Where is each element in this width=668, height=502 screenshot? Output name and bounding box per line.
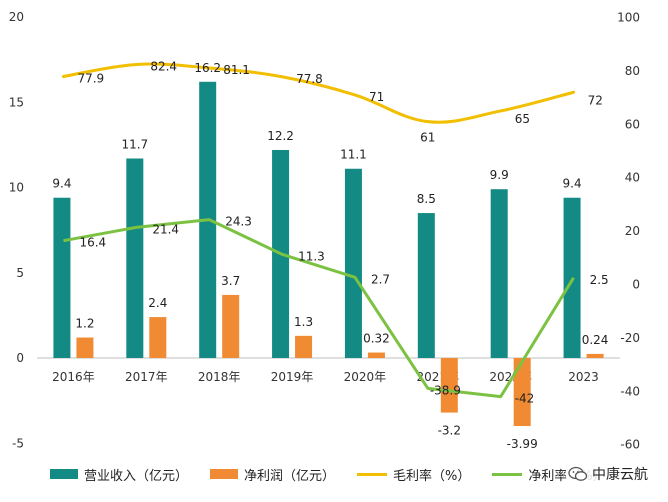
net-profit-bar-label: 0.24 bbox=[582, 333, 609, 347]
legend-swatch-gross-margin bbox=[357, 473, 387, 476]
gross-margin-point-label: 71 bbox=[369, 90, 384, 104]
legend-label-gross-margin: 毛利率（%） bbox=[393, 465, 470, 484]
right-axis-tick-label: -20 bbox=[620, 331, 640, 345]
revenue-bar-label: 11.7 bbox=[121, 138, 148, 152]
revenue-bar-label: 9.9 bbox=[490, 168, 509, 182]
x-axis-category-label: 2019年 bbox=[271, 370, 314, 384]
revenue-bar bbox=[418, 213, 435, 358]
legend-swatch-revenue bbox=[50, 469, 78, 479]
revenue-bar-label: 8.5 bbox=[417, 192, 436, 206]
net-profit-bar-label: 2.4 bbox=[148, 296, 167, 310]
net-profit-bar-label: 1.2 bbox=[75, 317, 94, 331]
right-axis-tick-label: 100 bbox=[617, 11, 640, 25]
right-axis-tick-label: 60 bbox=[625, 117, 640, 131]
left-axis-tick-label: 15 bbox=[9, 95, 24, 109]
left-axis-tick-label: 10 bbox=[9, 181, 24, 195]
net-profit-bar-label: -3.2 bbox=[438, 424, 461, 438]
gross-margin-point-label: 77.8 bbox=[296, 72, 323, 86]
left-axis-tick-label: 20 bbox=[9, 10, 24, 24]
left-axis-tick-label: 0 bbox=[16, 351, 24, 365]
net-profit-bar bbox=[149, 317, 166, 358]
x-axis-category-label: 2023 bbox=[568, 370, 599, 384]
net-profit-bar bbox=[222, 295, 239, 358]
chart-legend: 营业收入（亿元） 净利润（亿元） 毛利率（%） 净利率（%） bbox=[50, 462, 650, 486]
net-margin-point-label: 2.5 bbox=[590, 273, 609, 287]
right-axis-tick-label: 0 bbox=[632, 278, 640, 292]
revenue-bar bbox=[126, 159, 143, 358]
x-axis-category-label: 2020年 bbox=[344, 370, 387, 384]
net-profit-bar bbox=[587, 354, 604, 358]
net-profit-bar bbox=[76, 338, 93, 358]
legend-item-net-profit: 净利润（亿元） bbox=[210, 465, 335, 484]
net-profit-bar bbox=[368, 353, 385, 358]
net-margin-point-label: 11.3 bbox=[298, 249, 325, 263]
right-axis-tick-label: 20 bbox=[625, 224, 640, 238]
net-profit-bar-label: 3.7 bbox=[221, 274, 240, 288]
gross-margin-point-label: 65 bbox=[515, 112, 530, 126]
net-profit-bar-label: -3.99 bbox=[507, 437, 538, 451]
gross-margin-point-label: 72 bbox=[588, 93, 603, 107]
left-axis-tick-label: -5 bbox=[12, 436, 24, 450]
right-axis-tick-label: -60 bbox=[620, 438, 640, 452]
net-profit-bar bbox=[295, 336, 312, 358]
right-axis-tick-label: 80 bbox=[625, 64, 640, 78]
watermark: 中康云航 bbox=[566, 464, 650, 484]
left-axis-tick-label: 5 bbox=[16, 266, 24, 280]
watermark-text: 中康云航 bbox=[592, 464, 648, 484]
gross-margin-point-label: 61 bbox=[420, 131, 435, 145]
legend-swatch-net-margin bbox=[492, 473, 522, 476]
net-margin-point-label: 16.4 bbox=[79, 236, 106, 250]
revenue-bar bbox=[345, 169, 362, 358]
right-axis-tick-label: -40 bbox=[620, 384, 640, 398]
revenue-bar-label: 9.4 bbox=[563, 177, 582, 191]
net-margin-point-label: 24.3 bbox=[225, 215, 252, 229]
revenue-bar-label: 12.2 bbox=[267, 129, 294, 143]
legend-item-gross-margin: 毛利率（%） bbox=[357, 465, 470, 484]
legend-swatch-net-profit bbox=[210, 469, 238, 479]
combo-chart: -5 0 5 10 15 20 -60 -40 -20 0 20 40 60 80 100 2016年 2017… bbox=[0, 0, 668, 502]
legend-label-revenue: 营业收入（亿元） bbox=[84, 465, 188, 484]
net-margin-point-label: 2.7 bbox=[371, 272, 390, 286]
revenue-bar-label: 9.4 bbox=[52, 177, 71, 191]
legend-item-revenue: 营业收入（亿元） bbox=[50, 465, 188, 484]
x-axis-category-label: 2016年 bbox=[52, 370, 95, 384]
wechat-icon bbox=[568, 466, 588, 482]
revenue-bar bbox=[491, 189, 508, 358]
x-axis-category-label: 2017年 bbox=[125, 370, 168, 384]
revenue-bar bbox=[53, 198, 70, 358]
gross-margin-point-label: 82.4 bbox=[150, 59, 177, 73]
revenue-bar-label: 16.2 bbox=[194, 61, 221, 75]
net-margin-point-label: -42 bbox=[515, 392, 535, 406]
revenue-bar-label: 11.1 bbox=[340, 148, 367, 162]
net-margin-point-label: -38.9 bbox=[430, 383, 461, 397]
right-axis-tick-label: 40 bbox=[625, 171, 640, 185]
net-margin-point-label: 21.4 bbox=[152, 222, 179, 236]
x-axis-category-label: 2018年 bbox=[198, 370, 241, 384]
legend-label-net-profit: 净利润（亿元） bbox=[244, 465, 335, 484]
gross-margin-point-label: 81.1 bbox=[223, 63, 250, 77]
net-profit-bar-label: 0.32 bbox=[363, 332, 390, 346]
net-profit-bar-label: 1.3 bbox=[294, 315, 313, 329]
gross-margin-point-label: 77.9 bbox=[77, 72, 104, 86]
